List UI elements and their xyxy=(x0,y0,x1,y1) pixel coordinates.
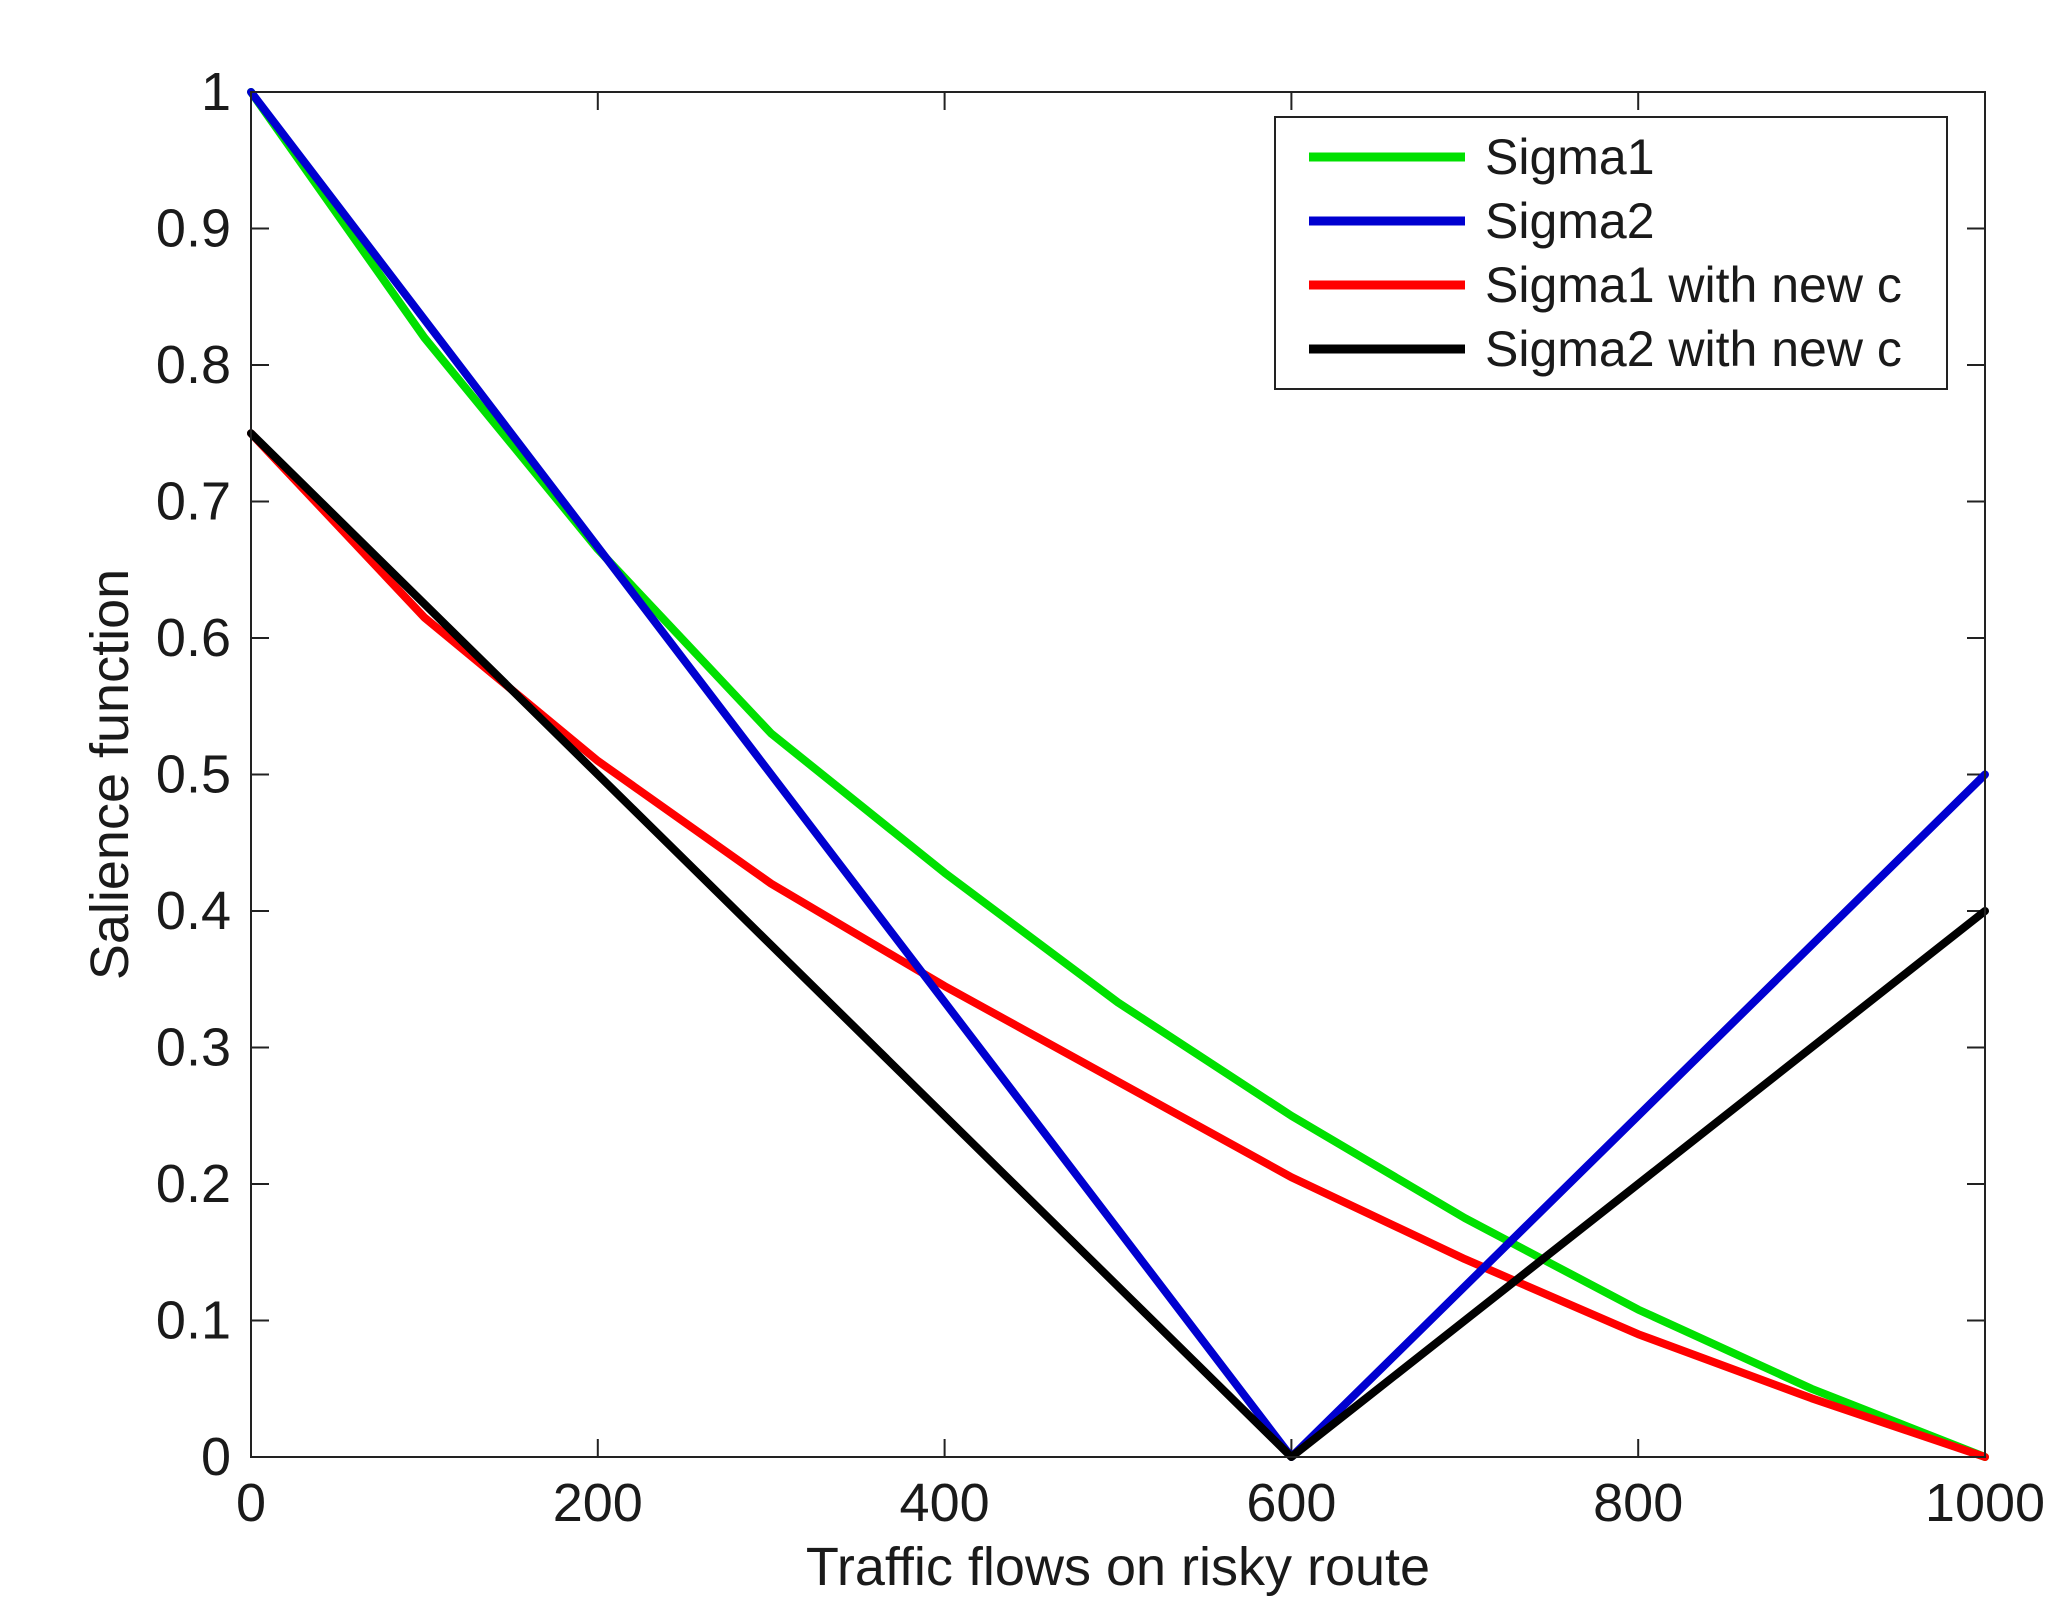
x-tick-label: 800 xyxy=(1593,1473,1683,1533)
y-tick-label: 0.1 xyxy=(156,1291,231,1351)
legend: Sigma1 Sigma2 Sigma1 with new c Sigma2 with… xyxy=(1274,116,1948,390)
x-tick-label: 1000 xyxy=(1925,1473,2045,1533)
legend-label: Sigma2 with new c xyxy=(1485,321,1902,377)
y-tick-label: 0.3 xyxy=(156,1018,231,1078)
y-tick-label: 0.9 xyxy=(156,199,231,259)
y-tick-label: 1 xyxy=(201,62,231,122)
series-line-sigma1 xyxy=(247,88,1989,1461)
x-axis-label: Traffic flows on risky route xyxy=(806,1537,1430,1597)
y-tick-label: 0.8 xyxy=(156,335,231,395)
series-line-sigma1-with-new-c xyxy=(247,429,1989,1461)
y-tick-label: 0.7 xyxy=(156,472,231,532)
x-tick-label: 600 xyxy=(1246,1473,1336,1533)
x-tick-label: 200 xyxy=(553,1473,643,1533)
axes-box xyxy=(250,91,1986,1458)
legend-label: Sigma1 with new c xyxy=(1485,257,1902,313)
y-tick-label: 0.4 xyxy=(156,881,231,941)
legend-label: Sigma1 xyxy=(1485,129,1655,185)
legend-label: Sigma2 xyxy=(1485,193,1655,249)
series-line-sigma2-with-new-c xyxy=(247,429,1989,1461)
y-tick-label: 0.6 xyxy=(156,608,231,668)
x-tick-label: 400 xyxy=(900,1473,990,1533)
y-tick-label: 0.2 xyxy=(156,1154,231,1214)
y-axis-label: Salience function xyxy=(80,569,140,980)
legend-box xyxy=(1274,116,1948,390)
x-tick-label: 0 xyxy=(236,1473,266,1533)
y-tick-label: 0.5 xyxy=(156,745,231,805)
y-tick-label: 0 xyxy=(201,1427,231,1487)
axis-ticks: 0 200 400 600 800 1000 0 0.1 0.2 0.3 0.4 0.5 0.6 0.7 0… xyxy=(156,62,2045,1533)
